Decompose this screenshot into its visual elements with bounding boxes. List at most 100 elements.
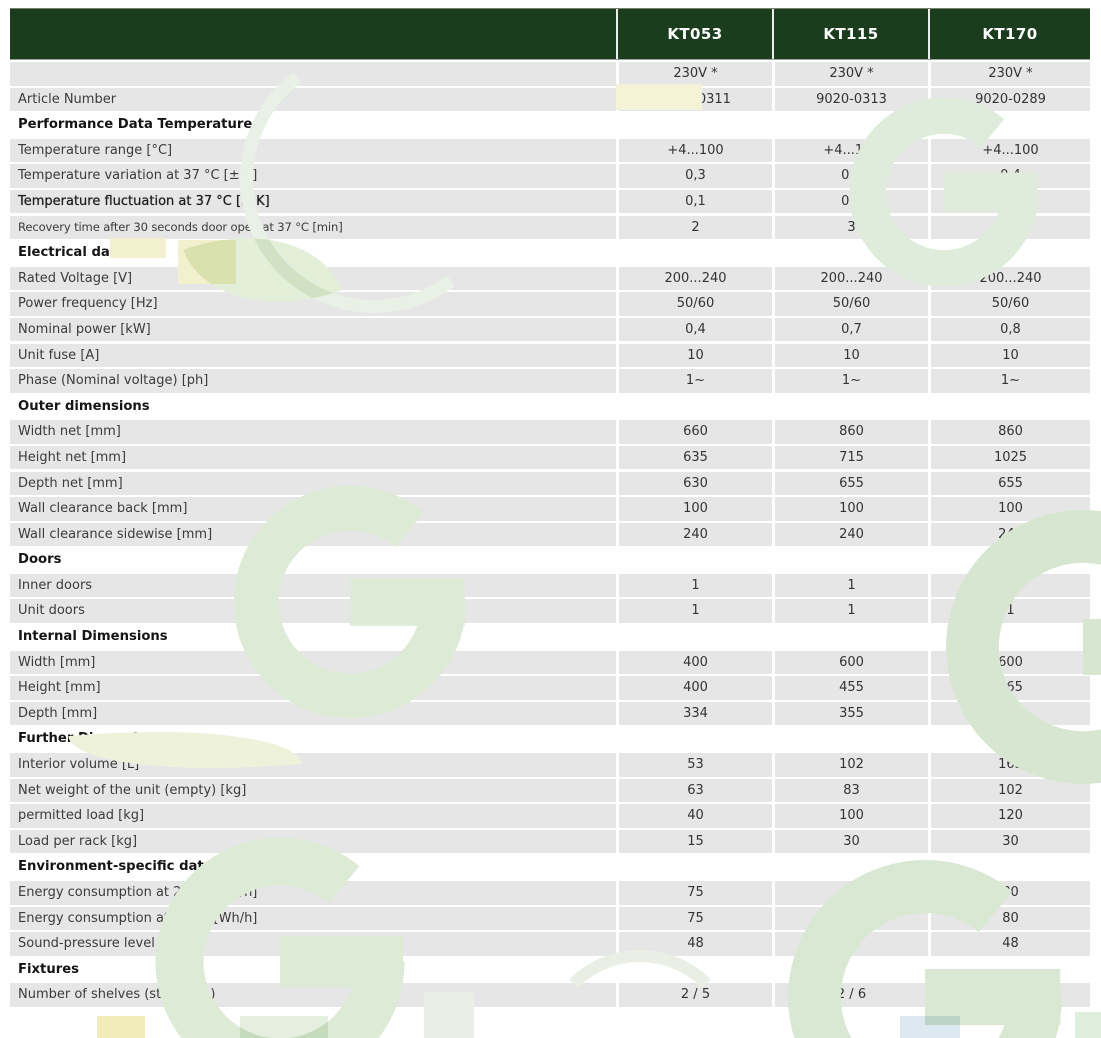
table-row: Recovery time after 30 seconds door open… xyxy=(10,215,1090,240)
table-row: Width net [mm] 660 860 860 xyxy=(10,420,1090,444)
cell-value: 240 xyxy=(616,522,772,547)
cell-value: 240 xyxy=(772,522,928,547)
row-label: Inner doors xyxy=(10,573,616,598)
cell-value: 2 / 6 xyxy=(772,983,928,1007)
cell-value: 0,8 xyxy=(928,317,1090,342)
row-label: Width net [mm] xyxy=(10,420,616,444)
table-row: Height net [mm] 635 715 1025 xyxy=(10,445,1090,470)
table-row: Inner doors 1 1 1 xyxy=(10,573,1090,598)
column-header-kt170: KT170 xyxy=(928,9,1090,59)
cell-value: 200...240 xyxy=(616,266,772,291)
row-label: permitted load [kg] xyxy=(10,804,616,828)
cell-value: 163 xyxy=(928,753,1090,777)
table-row: Phase (Nominal voltage) [ph] 1~ 1~ 1~ xyxy=(10,369,1090,393)
cell-value: 120 xyxy=(928,804,1090,828)
cell-value: 715 xyxy=(772,445,928,470)
cell-value: 2 / 10 xyxy=(928,983,1090,1007)
row-label: Power frequency [Hz] xyxy=(10,292,616,316)
cell-value: 1~ xyxy=(616,369,772,393)
row-label: Phase (Nominal voltage) [ph] xyxy=(10,369,616,393)
cell-value: 635 xyxy=(616,445,772,470)
watermark-square-icon xyxy=(240,1016,328,1038)
table-row: permitted load [kg] 40 100 120 xyxy=(10,804,1090,828)
cell-value: 1 xyxy=(616,573,772,598)
cell-value: 860 xyxy=(772,420,928,444)
cell-value: 9020-0289 xyxy=(928,87,1090,112)
row-label: Interior volume [L] xyxy=(10,753,616,777)
section-title: Outer dimensions xyxy=(10,394,1090,419)
section-title: Fixtures xyxy=(10,957,1090,982)
cell-value: 1~ xyxy=(928,369,1090,393)
cell-value: +4...100 xyxy=(928,138,1090,163)
cell-value: 2 / 5 xyxy=(616,983,772,1007)
cell-value: +4...100 xyxy=(616,138,772,163)
row-label: Energy consumption at 37 °C [Wh/h] xyxy=(10,906,616,931)
cell-value: 600 xyxy=(928,650,1090,675)
section-row: Fixtures xyxy=(10,957,1090,982)
cell-value: 230V * xyxy=(928,62,1090,86)
cell-value: 3 xyxy=(928,215,1090,240)
section-row: Electrical data xyxy=(10,241,1090,265)
table-row: Depth [mm] 334 355 355 xyxy=(10,701,1090,726)
table-row: Temperature range [°C] +4...100 +4...100 +4… xyxy=(10,138,1090,163)
cell-value: 1 xyxy=(772,573,928,598)
cell-value: 200...240 xyxy=(772,266,928,291)
table-row: Width [mm] 400 600 600 xyxy=(10,650,1090,675)
cell-value: 10 xyxy=(616,343,772,368)
cell-value: 230V * xyxy=(772,62,928,86)
cell-value: 1 xyxy=(928,599,1090,623)
table-row: Nominal power [kW] 0,4 0,7 0,8 xyxy=(10,317,1090,342)
table-row: Energy consumption at 25 °C [Wh/h] 75 75 80 xyxy=(10,881,1090,905)
cell-value: 63 xyxy=(616,778,772,803)
table-header-row: KT053 KT115 KT170 xyxy=(10,8,1090,60)
row-label: Sound-pressure level [dB(A)] xyxy=(10,932,616,956)
cell-value: 80 xyxy=(928,881,1090,905)
section-row: Doors xyxy=(10,548,1090,572)
row-label: Width [mm] xyxy=(10,650,616,675)
cell-value: 455 xyxy=(772,676,928,700)
cell-value: 660 xyxy=(616,420,772,444)
cell-value: 355 xyxy=(772,701,928,726)
cell-value: 15 xyxy=(616,829,772,854)
cell-value: 100 xyxy=(928,497,1090,521)
cell-value: 1025 xyxy=(928,445,1090,470)
cell-value: 102 xyxy=(928,778,1090,803)
table-row: Sound-pressure level [dB(A)] 48 48 48 xyxy=(10,932,1090,956)
table-row: Wall clearance back [mm] 100 100 100 xyxy=(10,497,1090,521)
cell-value: 0,4 xyxy=(928,164,1090,188)
section-title: Doors xyxy=(10,548,1090,572)
cell-value: 355 xyxy=(928,701,1090,726)
cell-value: 0,1 xyxy=(928,189,1090,214)
cell-value: 0,4 xyxy=(616,317,772,342)
cell-value: 10 xyxy=(928,343,1090,368)
cell-value: 40 xyxy=(616,804,772,828)
cell-value: 75 xyxy=(616,906,772,931)
table-body: 230V * 230V * 230V * Article Number 9020-031… xyxy=(10,62,1090,1007)
cell-value: 50/60 xyxy=(772,292,928,316)
watermark-square-icon xyxy=(900,1016,960,1038)
row-label: Nominal power [kW] xyxy=(10,317,616,342)
row-label: Unit doors xyxy=(10,599,616,623)
cell-value: 1 xyxy=(772,599,928,623)
cell-value: 230V * xyxy=(616,62,772,86)
table-row: Rated Voltage [V] 200...240 200...240 200..… xyxy=(10,266,1090,291)
cell-value: 765 xyxy=(928,676,1090,700)
cell-value: 334 xyxy=(616,701,772,726)
cell-value: 860 xyxy=(928,420,1090,444)
watermark-square-icon xyxy=(1075,1012,1101,1038)
section-row: Environment-specific data xyxy=(10,855,1090,879)
row-label: Number of shelves (std./max.) xyxy=(10,983,616,1007)
cell-value: 600 xyxy=(772,650,928,675)
table-row: Article Number 9020-0311 9020-0313 9020-028… xyxy=(10,87,1090,112)
table-row: Interior volume [L] 53 102 163 xyxy=(10,753,1090,777)
table-row: Power frequency [Hz] 50/60 50/60 50/60 xyxy=(10,292,1090,316)
table-row: Temperature fluctuation at 37 °C [± K] 0,… xyxy=(10,189,1090,214)
row-label: Load per rack [kg] xyxy=(10,829,616,854)
cell-value: 2 xyxy=(616,215,772,240)
cell-value: 50/60 xyxy=(616,292,772,316)
cell-value: 102 xyxy=(772,753,928,777)
cell-value: 655 xyxy=(772,471,928,495)
column-header-kt053: KT053 xyxy=(616,9,772,59)
table-row: Wall clearance sidewise [mm] 240 240 240 xyxy=(10,522,1090,547)
